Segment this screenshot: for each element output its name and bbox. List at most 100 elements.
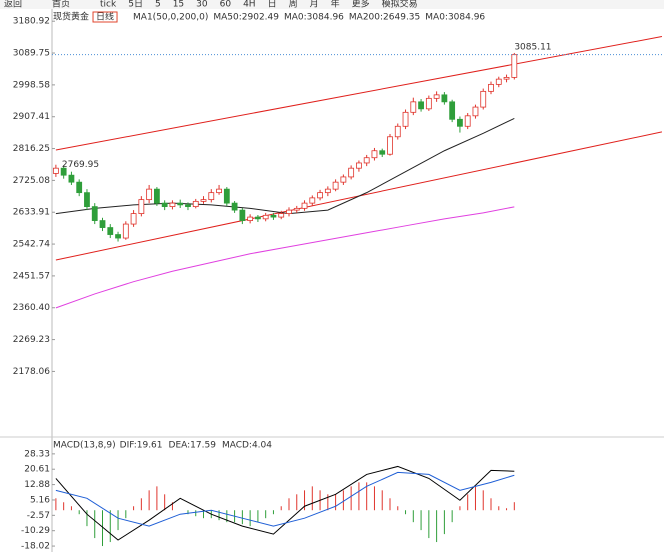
candle-body <box>503 76 510 80</box>
candle-body <box>270 214 277 218</box>
candle-body <box>472 106 479 117</box>
indicator: MA1(50,0,200,0) <box>133 13 208 23</box>
candle-body <box>177 202 184 206</box>
candle-body <box>309 197 316 204</box>
candle-body <box>340 176 347 183</box>
trend-line <box>55 36 663 151</box>
toolbar-button[interactable]: 年 <box>331 0 340 10</box>
indicator-value: MA200:2649.35 <box>349 13 420 23</box>
indicator-value: MA0:3084.96 <box>284 13 344 23</box>
y-tick-label: 28.33 <box>24 449 50 459</box>
macd-title: MACD(13,8,9) <box>53 441 116 451</box>
y-tick-label: 12.88 <box>24 480 50 490</box>
moving-average <box>55 206 515 309</box>
candle-body <box>153 188 160 204</box>
y-tick-label: 2178.06 <box>13 367 50 377</box>
toolbar <box>0 0 664 9</box>
candle-body <box>76 181 83 194</box>
candle-body <box>130 213 137 225</box>
indicator-value: MA0:3084.96 <box>425 13 485 23</box>
candle-body <box>348 167 355 178</box>
y-tick-label: 5.16 <box>30 495 50 505</box>
toolbar-button[interactable]: 15 <box>173 0 184 10</box>
candle-body <box>223 188 230 204</box>
candle-body <box>324 188 331 194</box>
candle-body <box>262 214 269 220</box>
candle-body <box>52 167 59 174</box>
y-tick-label: 2725.08 <box>13 176 50 186</box>
y-tick-label: 2907.41 <box>13 112 50 122</box>
legend-entry: MACD:4.04 <box>222 441 272 451</box>
candle-body <box>169 202 176 208</box>
candle-body <box>441 94 448 103</box>
y-tick-label: 2542.74 <box>13 240 50 250</box>
candle-body <box>192 200 199 208</box>
candle-body <box>60 167 67 176</box>
candle-body <box>216 188 222 194</box>
candle-body <box>239 209 246 221</box>
y-tick-label: 2633.91 <box>13 208 50 218</box>
y-tick-label: 3089.75 <box>13 49 50 59</box>
toolbar-button[interactable]: 月 <box>310 0 319 10</box>
price-annotation: 2769.95 <box>62 160 99 170</box>
candle-body <box>208 192 215 201</box>
candle-body <box>231 202 238 211</box>
candle-body <box>480 90 487 108</box>
candle-body <box>394 125 401 138</box>
candle-body <box>122 223 129 239</box>
candle-body <box>495 78 502 85</box>
candle-body <box>84 192 90 208</box>
candle-body <box>402 111 409 127</box>
candle-body <box>293 207 300 211</box>
candle-body <box>138 199 145 214</box>
indicator-value: MA50:2902.49 <box>213 13 279 23</box>
toolbar-button[interactable]: 日 <box>268 0 277 10</box>
toolbar-button[interactable]: 5 <box>155 0 161 10</box>
toolbar-button[interactable]: 返回 <box>4 0 22 10</box>
candle-body <box>200 199 207 202</box>
y-tick-label: 2269.23 <box>13 335 50 345</box>
toolbar-button[interactable]: 5日 <box>128 0 143 10</box>
candle-body <box>99 220 106 228</box>
candle-body <box>511 54 518 78</box>
legend-entry: DEA:17.59 <box>169 441 217 451</box>
macd-line <box>55 465 515 541</box>
y-tick-label: 20.61 <box>24 465 50 475</box>
macd-line <box>55 471 515 527</box>
y-tick-label: -18.02 <box>21 542 50 552</box>
toolbar-button[interactable]: 4H <box>243 0 256 10</box>
candle-body <box>356 162 362 169</box>
y-tick-label: 2360.40 <box>13 303 50 313</box>
y-tick-label: 3180.92 <box>13 17 50 27</box>
y-tick-label: -10.29 <box>21 526 50 536</box>
legend-entry: DIF:19.61 <box>120 441 163 451</box>
price-annotation: 3085.11 <box>514 42 551 52</box>
candle-body <box>371 150 378 159</box>
period-box <box>92 11 118 23</box>
candle-body <box>449 101 456 120</box>
candle-body <box>161 202 168 208</box>
candle-body <box>488 83 494 92</box>
y-tick-label: -2.57 <box>27 511 50 521</box>
candle-body <box>107 227 114 235</box>
toolbar-button[interactable]: 首页 <box>52 0 70 10</box>
toolbar-button[interactable]: 周 <box>289 0 298 10</box>
candle-body <box>457 118 463 127</box>
candle-body <box>278 213 285 218</box>
toolbar-button[interactable]: 60 <box>220 0 232 10</box>
candle-body <box>68 174 75 183</box>
candle-body <box>317 192 323 199</box>
toolbar-button[interactable]: 模拟交易 <box>382 0 418 10</box>
candle-body <box>433 94 440 99</box>
y-tick-label: 2998.58 <box>13 80 50 90</box>
candle-body <box>387 136 393 155</box>
candle-body <box>255 216 261 220</box>
toolbar-button[interactable]: 30 <box>196 0 208 10</box>
candle-body <box>185 204 191 208</box>
toolbar-button[interactable]: 更多 <box>352 0 370 10</box>
candle-body <box>379 150 386 155</box>
toolbar-button[interactable]: tick <box>100 0 117 10</box>
candle-body <box>332 181 339 190</box>
